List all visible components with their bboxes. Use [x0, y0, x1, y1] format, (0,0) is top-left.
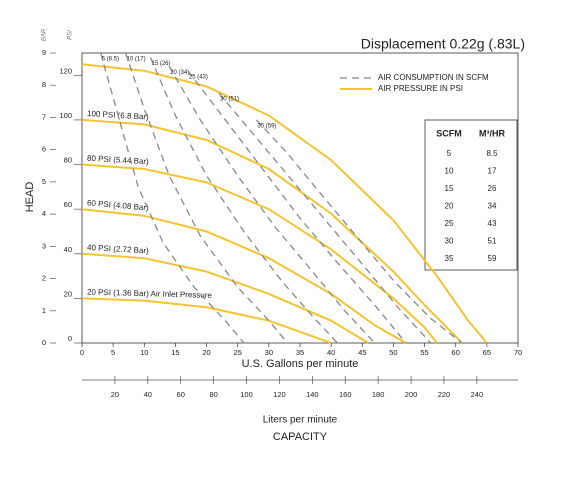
- x-tick-label: 5: [111, 348, 115, 357]
- table-cell: 43: [488, 219, 497, 228]
- y-tick-label: 40: [64, 245, 72, 254]
- curve: [81, 118, 463, 344]
- table-cell: 17: [488, 167, 497, 176]
- y-axis-label: HEAD: [24, 182, 36, 213]
- x2-tick-label: 140: [306, 390, 319, 399]
- y-tick-label: 60: [64, 200, 72, 209]
- curve: [187, 70, 407, 344]
- x-tick-label: 10: [140, 348, 148, 357]
- x-axis-title: CAPACITY: [273, 431, 328, 443]
- table-header: SCFM: [436, 128, 462, 138]
- x-axis-label: U.S. Gallons per minute: [242, 358, 359, 370]
- x-tick-label: 70: [514, 348, 522, 357]
- curve-label: 80 PSI (5.44 Bar): [87, 154, 150, 167]
- curve-label: 20 PSI (1.36 Bar) Air Inlet Pressure: [87, 287, 213, 300]
- x2-tick-label: 40: [144, 390, 152, 399]
- x2-tick-label: 60: [177, 390, 185, 399]
- table-cell: 15: [445, 184, 454, 193]
- table-cell: 10: [445, 167, 454, 176]
- curve: [100, 52, 245, 344]
- x2-tick-label: 80: [209, 390, 217, 399]
- y-tick-label: 20: [64, 289, 72, 298]
- curve: [168, 66, 376, 344]
- y2-tick-label: 7: [42, 112, 46, 121]
- curve: [81, 63, 488, 344]
- y2-tick-label: 8: [42, 80, 46, 89]
- x2-tick-label: 240: [471, 390, 484, 399]
- table-cell: 25: [445, 219, 454, 228]
- curve-label: 15 (26): [152, 61, 171, 67]
- table-cell: 8.5: [486, 149, 498, 158]
- x-tick-label: 60: [452, 348, 460, 357]
- table-header: M³/HR: [479, 128, 505, 138]
- table-cell: 34: [488, 202, 497, 211]
- table-cell: 59: [488, 254, 497, 263]
- y2-tick-label: 0: [42, 338, 46, 347]
- y-unit: PSI: [68, 30, 74, 40]
- curve: [81, 163, 438, 344]
- curve: [81, 252, 370, 344]
- legend-label: AIR PRESSURE IN PSI: [378, 84, 463, 93]
- curve-label: 40 PSI (2.72 Bar): [87, 243, 150, 256]
- x-tick-label: 35: [296, 348, 304, 357]
- x-tick-label: 15: [171, 348, 179, 357]
- x-tick-label: 30: [265, 348, 273, 357]
- x2-tick-label: 20: [111, 390, 119, 399]
- curve: [218, 92, 432, 344]
- table-cell: 35: [445, 254, 454, 263]
- y2-tick-label: 2: [42, 274, 46, 283]
- x-tick-label: 55: [420, 348, 428, 357]
- x-tick-label: 0: [80, 348, 84, 357]
- table-cell: 30: [445, 237, 454, 246]
- chart-title: Displacement 0.22g (.83L): [361, 36, 525, 52]
- table-cell: 26: [488, 184, 497, 193]
- x-tick-label: 45: [358, 348, 366, 357]
- x-tick-label: 20: [202, 348, 210, 357]
- curve: [81, 297, 332, 344]
- x2-tick-label: 160: [339, 390, 352, 399]
- y2-tick-label: 3: [42, 241, 46, 250]
- y2-unit: BAR: [42, 28, 48, 41]
- y-tick-label: 80: [64, 156, 72, 165]
- y2-tick-label: 4: [42, 209, 46, 218]
- curve-label: 5 (8.5): [102, 57, 119, 63]
- curve: [149, 57, 338, 344]
- curve-label: 30 (51): [220, 97, 239, 103]
- y2-tick-label: 9: [42, 48, 46, 57]
- x-tick-label: 40: [327, 348, 335, 357]
- curve-label: 35 (59): [257, 124, 276, 130]
- y2-tick-label: 6: [42, 145, 46, 154]
- curve-label: 25 (43): [189, 74, 208, 80]
- y2-tick-label: 5: [42, 177, 46, 186]
- x-tick-label: 50: [389, 348, 397, 357]
- y-tick-label: 100: [59, 111, 72, 120]
- table-cell: 51: [488, 237, 497, 246]
- table-box: [424, 119, 518, 271]
- y-tick-label: 0: [68, 334, 72, 343]
- x2-tick-label: 100: [240, 390, 253, 399]
- x2-tick-label: 120: [273, 390, 286, 399]
- curve-label: 10 (17): [127, 57, 146, 63]
- x2-tick-label: 180: [372, 390, 385, 399]
- y-tick-label: 120: [59, 66, 72, 75]
- curve-label: 20 (34): [170, 70, 189, 76]
- x2-tick-label: 200: [405, 390, 418, 399]
- y2-tick-label: 1: [42, 306, 46, 315]
- x-tick-label: 25: [234, 348, 242, 357]
- curve: [255, 119, 463, 344]
- legend-label: AIR CONSUMPTION IN SCFM: [378, 73, 489, 82]
- x2-tick-label: 220: [438, 390, 451, 399]
- curve: [81, 208, 407, 344]
- curve: [124, 52, 288, 344]
- x-tick-label: 65: [483, 348, 491, 357]
- table-cell: 5: [447, 149, 452, 158]
- x2-axis-label: Liters per minute: [263, 415, 338, 426]
- table-cell: 20: [445, 202, 454, 211]
